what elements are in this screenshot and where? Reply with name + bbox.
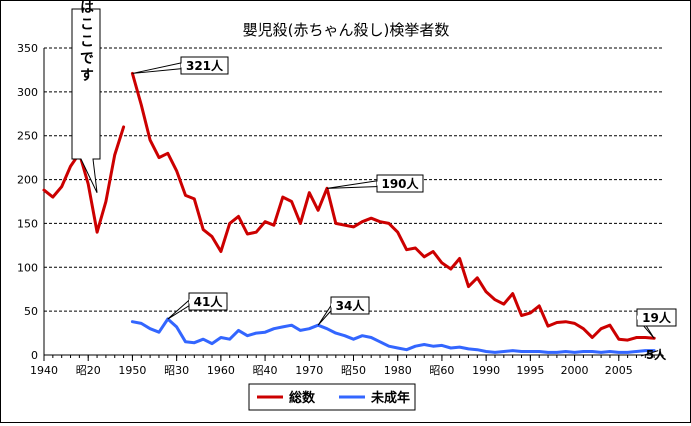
series-line-minor-0 xyxy=(130,317,656,354)
y-tick-label: 300 xyxy=(17,86,38,99)
annotation-label: 321人 xyxy=(186,58,224,73)
series-line-total-0 xyxy=(42,125,126,234)
annotation-label: 5人 xyxy=(646,347,667,362)
y-tick-label: 150 xyxy=(17,217,38,230)
x-tick-label: 昭20 xyxy=(76,364,101,377)
annotation-label: 19人 xyxy=(642,310,672,325)
legend-label-minor: 未成年 xyxy=(370,390,410,406)
annotation-label: 34人 xyxy=(336,298,366,313)
x-tick-label: 昭30 xyxy=(164,364,189,377)
x-tick-label: 1995 xyxy=(516,364,544,377)
annotation-label: 190人 xyxy=(381,176,419,191)
y-tick-label: 250 xyxy=(17,130,38,143)
y-tick-label: 200 xyxy=(17,174,38,187)
y-tick-label: 350 xyxy=(17,42,38,55)
annotations: 321人 190人 41人 34人 19人 5人 終戦はここです xyxy=(71,0,677,362)
annotation-pointer xyxy=(167,297,192,320)
x-tick-label: 昭50 xyxy=(341,364,366,377)
series-line-total-1 xyxy=(130,71,656,342)
x-tick-label: 昭40 xyxy=(253,364,278,377)
x-tick-label: 昭60 xyxy=(429,364,454,377)
grid-lines xyxy=(44,47,663,312)
legend: 総数 未成年 xyxy=(248,383,416,411)
legend-label-total: 総数 xyxy=(289,390,316,406)
axes: 0 50 100 150 200 250 300 350 1940 昭20 1950 昭30 1960 昭… xyxy=(17,42,664,377)
annotation-label: 41人 xyxy=(194,294,224,309)
y-tick-label: 0 xyxy=(31,349,38,362)
annotation-box-surrender xyxy=(71,8,101,193)
annotation-pointer xyxy=(326,179,380,189)
x-tick-label: 2005 xyxy=(605,364,633,377)
x-tick-label: 1970 xyxy=(295,364,323,377)
x-tick-label: 1960 xyxy=(207,364,235,377)
x-tick-label: 1980 xyxy=(384,364,412,377)
annotation-pointer xyxy=(640,350,659,357)
x-tick-label: 1940 xyxy=(30,364,58,377)
x-tick-label: 1950 xyxy=(118,364,146,377)
y-tick-label: 100 xyxy=(17,261,38,274)
series-lines xyxy=(42,71,656,354)
x-tick-label: 2000 xyxy=(561,364,589,377)
chart-title: 嬰児殺(赤ちゃん殺し)検挙者数 xyxy=(243,21,450,39)
x-tick-label: 1990 xyxy=(472,364,500,377)
annotation-pointer xyxy=(132,61,184,74)
y-tick-label: 50 xyxy=(24,305,38,318)
annotation-text-surrender: 終戦はここです xyxy=(78,1,94,85)
